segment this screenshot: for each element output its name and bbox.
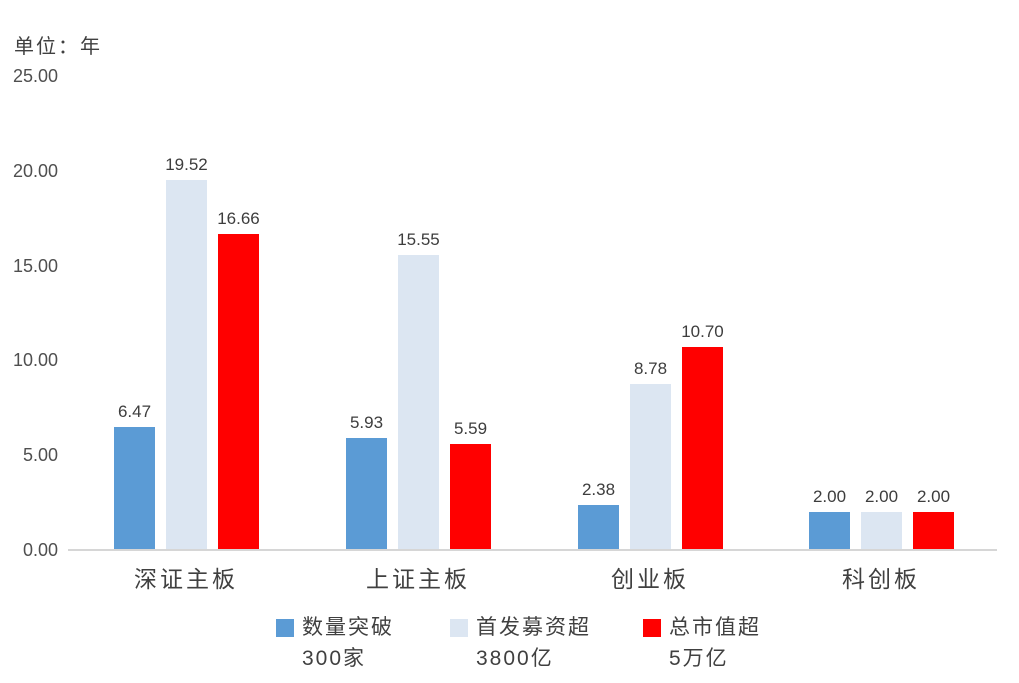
bar [218,234,259,550]
y-tick-label: 25.00 [12,66,58,86]
y-tick-label: 5.00 [22,445,58,466]
legend-swatch-icon [276,619,294,637]
legend-swatch-icon [643,619,661,637]
bar [114,427,155,550]
bar [861,512,902,550]
bar [578,505,619,550]
bar-value-label: 2.00 [916,487,951,506]
legend-swatch-icon [450,619,468,637]
bar [450,444,491,550]
legend-label-line: 数量突破 [302,616,394,639]
legend-label: 首发募资超 3800亿 [476,612,591,674]
x-category-label: 上证主板 [366,566,470,592]
legend-item: 数量突破 300家 [276,612,394,674]
legend-item: 首发募资超 3800亿 [450,612,591,674]
bar-value-label: 6.47 [117,402,152,421]
bar-value-label: 2.00 [864,487,899,506]
bar-value-label: 8.78 [633,359,668,378]
legend-label: 数量突破 300家 [302,612,394,674]
legend-label-line: 总市值超 [669,616,761,639]
bar-value-label: 15.55 [397,230,440,249]
bar-value-label: 2.38 [581,480,616,499]
y-tick-label: 20.00 [12,160,58,181]
bar [913,512,954,550]
bar-value-label: 5.93 [349,413,384,432]
legend-label-line: 首发募资超 [476,616,591,639]
bar [682,347,723,550]
legend-label-line: 3800亿 [476,647,554,670]
bar [809,512,850,550]
legend-label: 总市值超 5万亿 [669,612,761,674]
y-tick-label: 15.00 [12,255,58,276]
bar-value-label: 19.52 [165,155,208,174]
bar [166,180,207,550]
y-tick-label: 0.00 [22,540,58,560]
legend-item: 总市值超 5万亿 [643,612,761,674]
bar-value-label: 2.00 [812,487,847,506]
bar-value-label: 5.59 [453,419,488,438]
bar [346,438,387,550]
x-axis-line [68,549,997,551]
legend-label-line: 300家 [302,647,367,670]
bar-value-label: 16.66 [217,209,260,228]
x-category-label: 创业板 [611,566,689,592]
y-tick-label: 10.00 [12,350,58,371]
x-category-label: 深证主板 [134,566,238,592]
x-category-label: 科创板 [842,566,920,592]
legend-label-line: 5万亿 [669,647,729,670]
bar-value-label: 10.70 [681,322,724,341]
unit-label: 单位：年 [14,36,102,58]
bar [630,384,671,550]
bar [398,255,439,550]
